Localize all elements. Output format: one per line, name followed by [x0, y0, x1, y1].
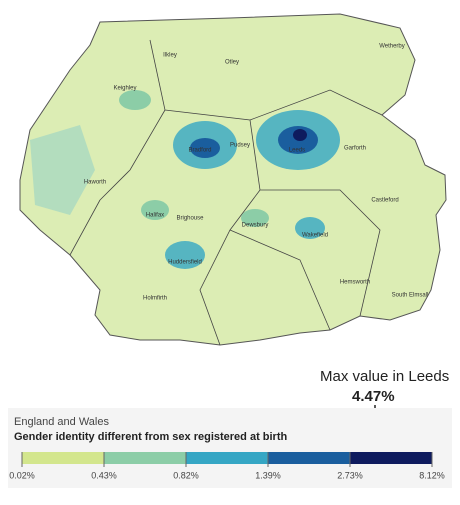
place-label: Haworth — [84, 180, 106, 186]
legend-title: Gender identity different from sex regis… — [14, 431, 288, 443]
legend-swatch — [22, 452, 104, 464]
legend-swatch — [350, 452, 432, 464]
place-label: Wakefield — [302, 233, 328, 239]
urban-areas — [119, 90, 340, 269]
legend-tick-label: 0.43% — [91, 470, 117, 480]
place-label: Dewsbury — [242, 223, 269, 229]
legend-tick-label: 0.82% — [173, 470, 199, 480]
place-label: Castleford — [371, 198, 398, 204]
place-label: Bradford — [188, 148, 211, 154]
annotation-value: 4.47% — [352, 388, 395, 405]
legend-swatch — [104, 452, 186, 464]
place-label: Leeds — [289, 148, 305, 154]
legend-area: England and Wales — [14, 416, 109, 428]
district-boundaries — [69, 39, 383, 346]
legend-tick-label: 1.39% — [255, 470, 281, 480]
legend-swatch — [268, 452, 350, 464]
place-label: South Elmsall — [392, 293, 429, 299]
place-label: Ilkley — [163, 53, 177, 59]
legend-swatch — [186, 452, 268, 464]
legend-tick-label: 0.02% — [9, 470, 35, 480]
place-label: Garforth — [344, 146, 366, 152]
legend-tick-label: 2.73% — [337, 470, 363, 480]
annotation-text: Max value in Leeds — [320, 368, 449, 385]
place-label: Hemsworth — [340, 280, 370, 286]
place-label: Otley — [225, 60, 239, 66]
place-label: Huddersfield — [168, 260, 202, 266]
place-label: Wetherby — [379, 44, 405, 50]
place-label: Keighley — [113, 86, 136, 92]
place-label: Brighouse — [176, 216, 204, 222]
place-label: Pudsey — [230, 143, 250, 149]
place-label: Halifax — [146, 213, 164, 219]
place-label: Holmfirth — [143, 296, 167, 302]
legend-box — [8, 408, 452, 488]
rural-area — [30, 125, 95, 215]
legend-tick-label: 8.12% — [419, 470, 445, 480]
